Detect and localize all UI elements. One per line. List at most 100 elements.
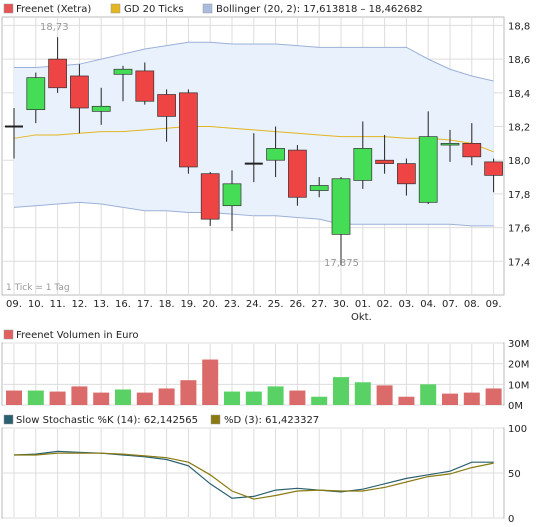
price-y-tick-label: 18,6 [508,55,530,66]
x-tick-label: 02. [377,299,393,310]
candle-body [113,68,133,75]
volume-bar [93,392,110,405]
volume-bar [463,392,480,405]
volume-bars [6,359,502,405]
volume-bar [376,385,393,405]
price-legend: Freenet (Xetra) GD 20 Ticks Bollinger (2… [3,3,423,15]
tick-note: 1 Tick = 1 Tag [6,283,70,293]
volume-bar [267,386,284,405]
volume-bar [49,391,66,405]
stoch-grid [3,427,503,519]
x-tick-label: 18. [159,299,175,310]
candle-body [462,143,482,158]
candle-body [200,173,220,220]
x-tick-label: 11. [50,299,66,310]
x-tick-label: 19. [180,299,196,310]
x-tick-label: 16. [115,299,131,310]
stoch-legend-label-d: %D (3): 61,423327 [224,415,319,426]
x-tick-label: 24. [246,299,262,310]
candle-body [309,185,329,191]
high-annotation: 18,73 [40,22,69,33]
price-y-tick-label: 18,4 [508,89,530,100]
candle-body [26,77,46,111]
stoch-lines [13,450,494,500]
volume-bar [158,388,175,405]
candle-body [179,92,198,168]
volume-bar [136,392,153,405]
price-y-tick-label: 18,8 [508,21,530,32]
volume-bar [224,391,240,405]
candle-body [397,163,416,185]
stoch-y-tick-label: 0 [508,514,514,525]
stoch-legend-swatch-k [3,414,14,425]
x-tick-label: 25. [268,299,284,310]
volume-bar [202,359,219,405]
price-y-tick-label: 17,4 [508,257,530,268]
stoch-legend-swatch-d [210,414,221,425]
legend-swatch-ma [110,3,121,14]
volume-legend-swatch [3,329,14,340]
legend-swatch-bollinger [202,3,213,14]
x-tick-label: 13. [93,299,109,310]
candle-body [440,143,460,146]
volume-bar [354,382,371,405]
price-y-tick-label: 18,2 [508,123,530,134]
x-tick-label: 03. [398,299,414,310]
x-tick-label: 08. [464,299,480,310]
candle-body [48,58,67,89]
volume-bar [27,390,44,405]
candle-body [375,159,394,164]
x-tick-label: 01. [355,299,371,310]
volume-y-tick-label: 10M [508,380,529,391]
candle-body [222,183,242,207]
ma-line [13,126,494,153]
price-y-tick-label: 18,0 [508,156,530,167]
x-tick-label: 09. [486,299,502,310]
candle-body [353,148,373,181]
x-tick-label: 27. [311,299,327,310]
volume-y-ticks: 0M 10M 20M 30M [508,339,529,412]
x-tick-label: 30. [333,299,349,310]
legend-label-price: Freenet (Xetra) [16,4,91,15]
legend-label-ma: GD 20 Ticks [124,4,184,15]
volume-bar [311,396,328,405]
stoch-y-tick-label: 100 [508,424,527,435]
candle-body [70,75,89,109]
volume-y-tick-label: 20M [508,360,529,371]
legend-swatch-price [3,3,14,14]
x-tick-label: 04. [420,299,436,310]
bollinger-upper-line [14,41,494,82]
volume-y-tick-label: 30M [508,339,529,350]
volume-bar [485,388,502,405]
volume-bar [115,389,131,405]
x-tick-label: 17. [137,299,153,310]
candle-body [418,136,438,203]
volume-bar [398,396,415,405]
volume-bar [333,377,349,405]
candle-body [157,94,176,117]
price-panel-frame [1,16,505,296]
legend-label-bollinger: Bollinger (20, 2): 17,613818 – 18,462682 [216,4,423,15]
x-tick-label: 23. [224,299,240,310]
low-annotation: 17,375 [324,258,359,269]
price-y-ticks: 17,4 17,6 17,8 18,0 18,2 18,4 18,6 18,8 [508,21,530,268]
x-tick-label: 09. [6,299,22,310]
x-tick-label: 12. [71,299,87,310]
candle-body [484,161,503,176]
candlesticks [5,37,503,266]
candle-body [331,178,351,235]
moving-average [13,126,494,153]
candle-body [91,105,111,112]
volume-bar [289,390,306,405]
stoch-legend-label-k: Slow Stochastic %K (14): 62,142565 [16,415,198,426]
x-tick-label: 26. [289,299,305,310]
stoch-d-line [14,452,494,500]
x-tick-labels: 09. 10. 11. 12. 13. 16. 17. 18. 19. 20. 23. 24. 25. 2… [6,299,502,310]
volume-bar [442,393,458,405]
volume-bar [420,384,437,405]
candle-body [288,149,307,198]
candle-body [266,148,285,161]
x-tick-label: 10. [28,299,44,310]
price-y-tick-label: 17,6 [508,224,530,235]
